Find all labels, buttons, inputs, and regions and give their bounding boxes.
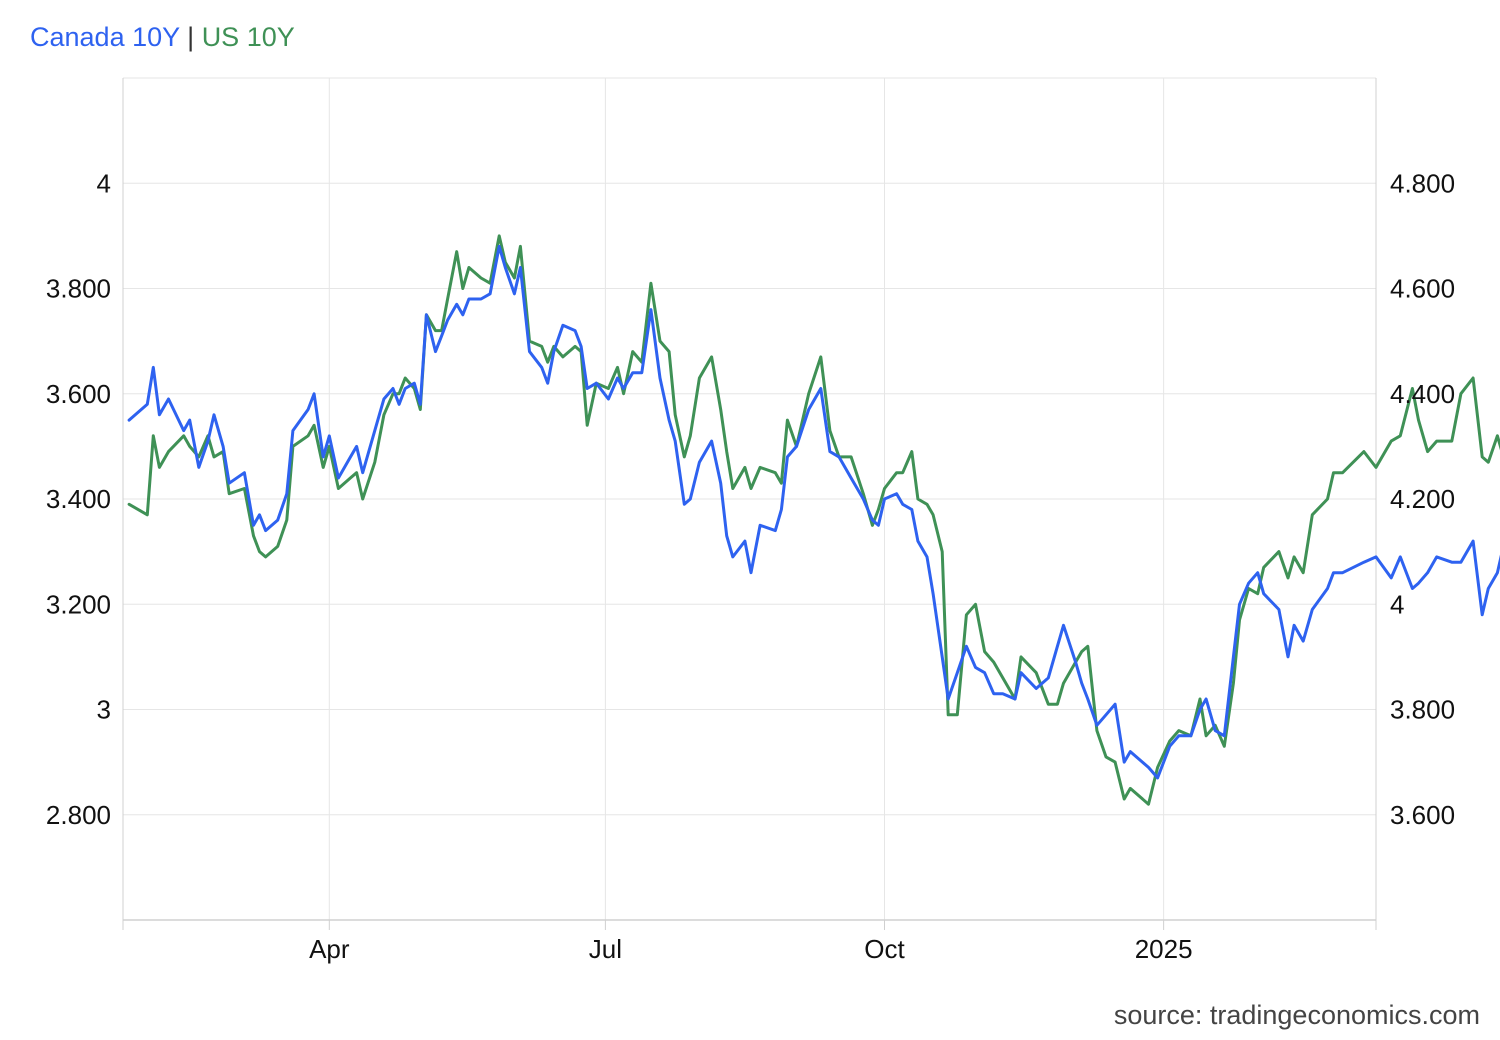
y-left-tick-label: 3.600 <box>46 379 111 409</box>
y-right-tick-label: 4.800 <box>1390 168 1455 198</box>
y-left-tick-label: 3 <box>97 695 111 725</box>
x-tick-label: Oct <box>864 934 905 964</box>
grid-lines <box>123 77 1376 920</box>
tick-labels: 4 3.800 3.600 3.400 3.200 3 2.800 4.800 4.600 4.4… <box>46 168 1455 964</box>
chart-legend: Canada 10Y | US 10Y <box>30 22 295 53</box>
y-left-tick-label: 3.200 <box>46 589 111 619</box>
y-right-tick-label: 4.600 <box>1390 274 1455 304</box>
series-lines <box>127 234 1500 806</box>
series-line-us-10y <box>127 234 1500 806</box>
source-credit: source: tradingeconomics.com <box>1113 1000 1480 1030</box>
y-left-tick-label: 3.400 <box>46 484 111 514</box>
x-tick-label: Apr <box>309 934 350 964</box>
axes <box>122 78 1377 930</box>
y-right-tick-label: 3.600 <box>1390 800 1455 830</box>
series-line-canada-10y <box>127 244 1500 780</box>
y-left-tick-label: 2.800 <box>46 800 111 830</box>
x-tick-label: Jul <box>589 934 622 964</box>
x-tick-label: 2025 <box>1135 934 1193 964</box>
y-right-tick-label: 4.400 <box>1390 379 1455 409</box>
y-left-tick-label: 3.800 <box>46 274 111 304</box>
legend-separator: | <box>187 22 195 52</box>
y-left-tick-label: 4 <box>97 168 111 198</box>
legend-canada-10y[interactable]: Canada 10Y <box>30 22 180 52</box>
legend-us-10y[interactable]: US 10Y <box>201 22 295 52</box>
y-right-tick-label: 4 <box>1390 589 1404 619</box>
y-right-tick-label: 4.200 <box>1390 484 1455 514</box>
y-right-tick-label: 3.800 <box>1390 695 1455 725</box>
